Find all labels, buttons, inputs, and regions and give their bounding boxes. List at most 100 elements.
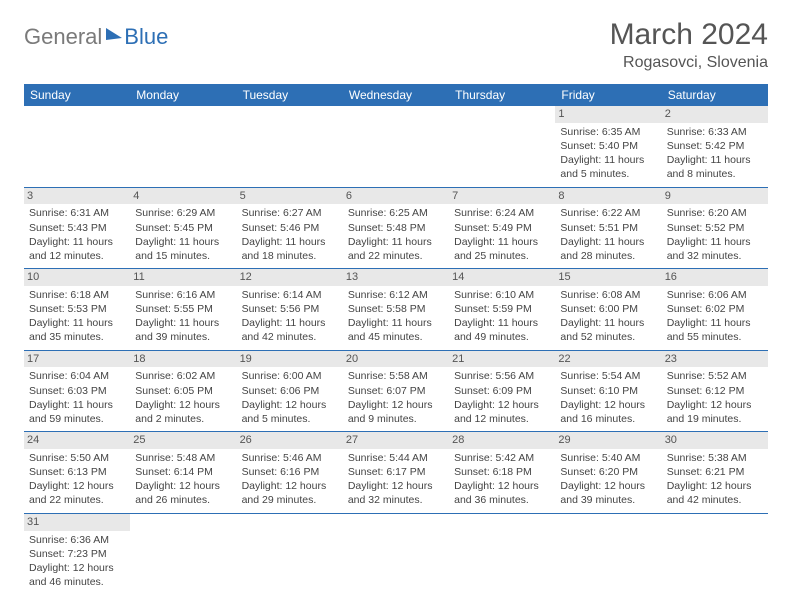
sunset-line: Sunset: 6:02 PM [667,302,763,316]
calendar-empty-cell [449,513,555,594]
daylight-line: Daylight: 12 hours and 26 minutes. [135,479,231,507]
calendar-day-cell: 30Sunrise: 5:38 AMSunset: 6:21 PMDayligh… [662,432,768,514]
day-number: 19 [237,351,343,368]
calendar-week-row: 10Sunrise: 6:18 AMSunset: 5:53 PMDayligh… [24,269,768,351]
header: General Blue March 2024 Rogasovci, Slove… [24,18,768,72]
sunset-line: Sunset: 5:48 PM [348,221,444,235]
calendar-day-cell: 29 Sunrise: 5:40 AMSunset: 6:20 PMDayligh… [555,432,661,514]
sunrise-line: Sunrise: 6:36 AM [29,533,125,547]
sunrise-line: Sunrise: 5:52 AM [667,369,763,383]
sunrise-line: Sunrise: 5:48 AM [135,451,231,465]
sunset-line: Sunset: 5:51 PM [560,221,656,235]
sunrise-line: Sunrise: 6:16 AM [135,288,231,302]
sunset-line: Sunset: 6:13 PM [29,465,125,479]
daylight-line: Daylight: 12 hours and 22 minutes. [29,479,125,507]
daylight-line: Daylight: 11 hours and 5 minutes. [560,153,656,181]
weekday-header: Wednesday [343,84,449,106]
daylight-line: Daylight: 11 hours and 52 minutes. [560,316,656,344]
calendar-week-row: 24Sunrise: 5:50 AMSunset: 6:13 PMDayligh… [24,432,768,514]
calendar-empty-cell [130,106,236,187]
day-number: 16 [662,269,768,286]
sunrise-line: Sunrise: 6:35 AM [560,125,656,139]
weekday-header-row: SundayMondayTuesdayWednesdayThursdayFrid… [24,84,768,106]
logo: General Blue [24,24,168,50]
calendar-day-cell: 14Sunrise: 6:10 AMSunset: 5:59 PMDayligh… [449,269,555,351]
sunrise-line: Sunrise: 5:38 AM [667,451,763,465]
calendar-day-cell: 21Sunrise: 5:56 AMSunset: 6:09 PMDayligh… [449,350,555,432]
calendar-day-cell: 31Sunrise: 6:36 AMSunset: 7:23 PMDayligh… [24,513,130,594]
sunset-line: Sunset: 5:59 PM [454,302,550,316]
day-number: 3 [24,188,130,205]
sunrise-line: Sunrise: 6:04 AM [29,369,125,383]
daylight-line: Daylight: 11 hours and 25 minutes. [454,235,550,263]
calendar-day-cell: 4Sunrise: 6:29 AMSunset: 5:45 PMDaylight… [130,187,236,269]
sunrise-line: Sunrise: 6:33 AM [667,125,763,139]
calendar-empty-cell [237,513,343,594]
calendar-day-cell: 3Sunrise: 6:31 AMSunset: 5:43 PMDaylight… [24,187,130,269]
calendar-day-cell: 28Sunrise: 5:42 AMSunset: 6:18 PMDayligh… [449,432,555,514]
day-number: 31 [24,514,130,531]
calendar-day-cell: 7Sunrise: 6:24 AMSunset: 5:49 PMDaylight… [449,187,555,269]
sunset-line: Sunset: 5:42 PM [667,139,763,153]
logo-flag-icon [106,28,122,40]
sunset-line: Sunset: 5:45 PM [135,221,231,235]
daylight-line: Daylight: 12 hours and 39 minutes. [560,479,656,507]
sunrise-line: Sunrise: 5:44 AM [348,451,444,465]
weekday-header: Thursday [449,84,555,106]
day-number: 29 [555,432,661,449]
sunset-line: Sunset: 6:06 PM [242,384,338,398]
sunrise-line: Sunrise: 5:40 AM [560,451,656,465]
calendar-day-cell: 2Sunrise: 6:33 AMSunset: 5:42 PMDaylight… [662,106,768,187]
sunrise-line: Sunrise: 5:42 AM [454,451,550,465]
daylight-line: Daylight: 11 hours and 22 minutes. [348,235,444,263]
daylight-line: Daylight: 11 hours and 15 minutes. [135,235,231,263]
weekday-header: Saturday [662,84,768,106]
day-number: 4 [130,188,236,205]
sunset-line: Sunset: 5:53 PM [29,302,125,316]
day-number: 27 [343,432,449,449]
daylight-line: Daylight: 12 hours and 36 minutes. [454,479,550,507]
daylight-line: Daylight: 12 hours and 29 minutes. [242,479,338,507]
sunrise-line: Sunrise: 6:14 AM [242,288,338,302]
weekday-header: Tuesday [237,84,343,106]
sunrise-line: Sunrise: 5:58 AM [348,369,444,383]
daylight-line: Daylight: 11 hours and 32 minutes. [667,235,763,263]
sunrise-line: Sunrise: 6:02 AM [135,369,231,383]
weekday-header: Sunday [24,84,130,106]
sunset-line: Sunset: 5:52 PM [667,221,763,235]
daylight-line: Daylight: 12 hours and 2 minutes. [135,398,231,426]
day-number: 2 [662,106,768,123]
calendar-week-row: 17Sunrise: 6:04 AMSunset: 6:03 PMDayligh… [24,350,768,432]
sunset-line: Sunset: 5:56 PM [242,302,338,316]
day-number: 1 [555,106,661,123]
calendar-day-cell: 12Sunrise: 6:14 AMSunset: 5:56 PMDayligh… [237,269,343,351]
location: Rogasovci, Slovenia [610,54,768,72]
daylight-line: Daylight: 12 hours and 9 minutes. [348,398,444,426]
daylight-line: Daylight: 11 hours and 59 minutes. [29,398,125,426]
sunset-line: Sunset: 6:14 PM [135,465,231,479]
sunrise-line: Sunrise: 5:46 AM [242,451,338,465]
sunrise-line: Sunrise: 6:22 AM [560,206,656,220]
calendar-empty-cell [662,513,768,594]
sunrise-line: Sunrise: 6:00 AM [242,369,338,383]
calendar-day-cell: 10Sunrise: 6:18 AMSunset: 5:53 PMDayligh… [24,269,130,351]
sunset-line: Sunset: 6:03 PM [29,384,125,398]
sunset-line: Sunset: 6:05 PM [135,384,231,398]
calendar-day-cell: 22Sunrise: 5:54 AMSunset: 6:10 PMDayligh… [555,350,661,432]
day-number: 21 [449,351,555,368]
sunset-line: Sunset: 6:20 PM [560,465,656,479]
calendar-day-cell: 27Sunrise: 5:44 AMSunset: 6:17 PMDayligh… [343,432,449,514]
day-number: 22 [555,351,661,368]
calendar-day-cell: 15Sunrise: 6:08 AMSunset: 6:00 PMDayligh… [555,269,661,351]
month-title: March 2024 [610,18,768,52]
sunrise-line: Sunrise: 5:56 AM [454,369,550,383]
daylight-line: Daylight: 11 hours and 35 minutes. [29,316,125,344]
daylight-line: Daylight: 12 hours and 32 minutes. [348,479,444,507]
calendar-week-row: 31Sunrise: 6:36 AMSunset: 7:23 PMDayligh… [24,513,768,594]
sunset-line: Sunset: 5:43 PM [29,221,125,235]
logo-text-2: Blue [124,24,168,50]
sunset-line: Sunset: 5:46 PM [242,221,338,235]
daylight-line: Daylight: 12 hours and 42 minutes. [667,479,763,507]
day-number: 11 [130,269,236,286]
sunrise-line: Sunrise: 6:12 AM [348,288,444,302]
